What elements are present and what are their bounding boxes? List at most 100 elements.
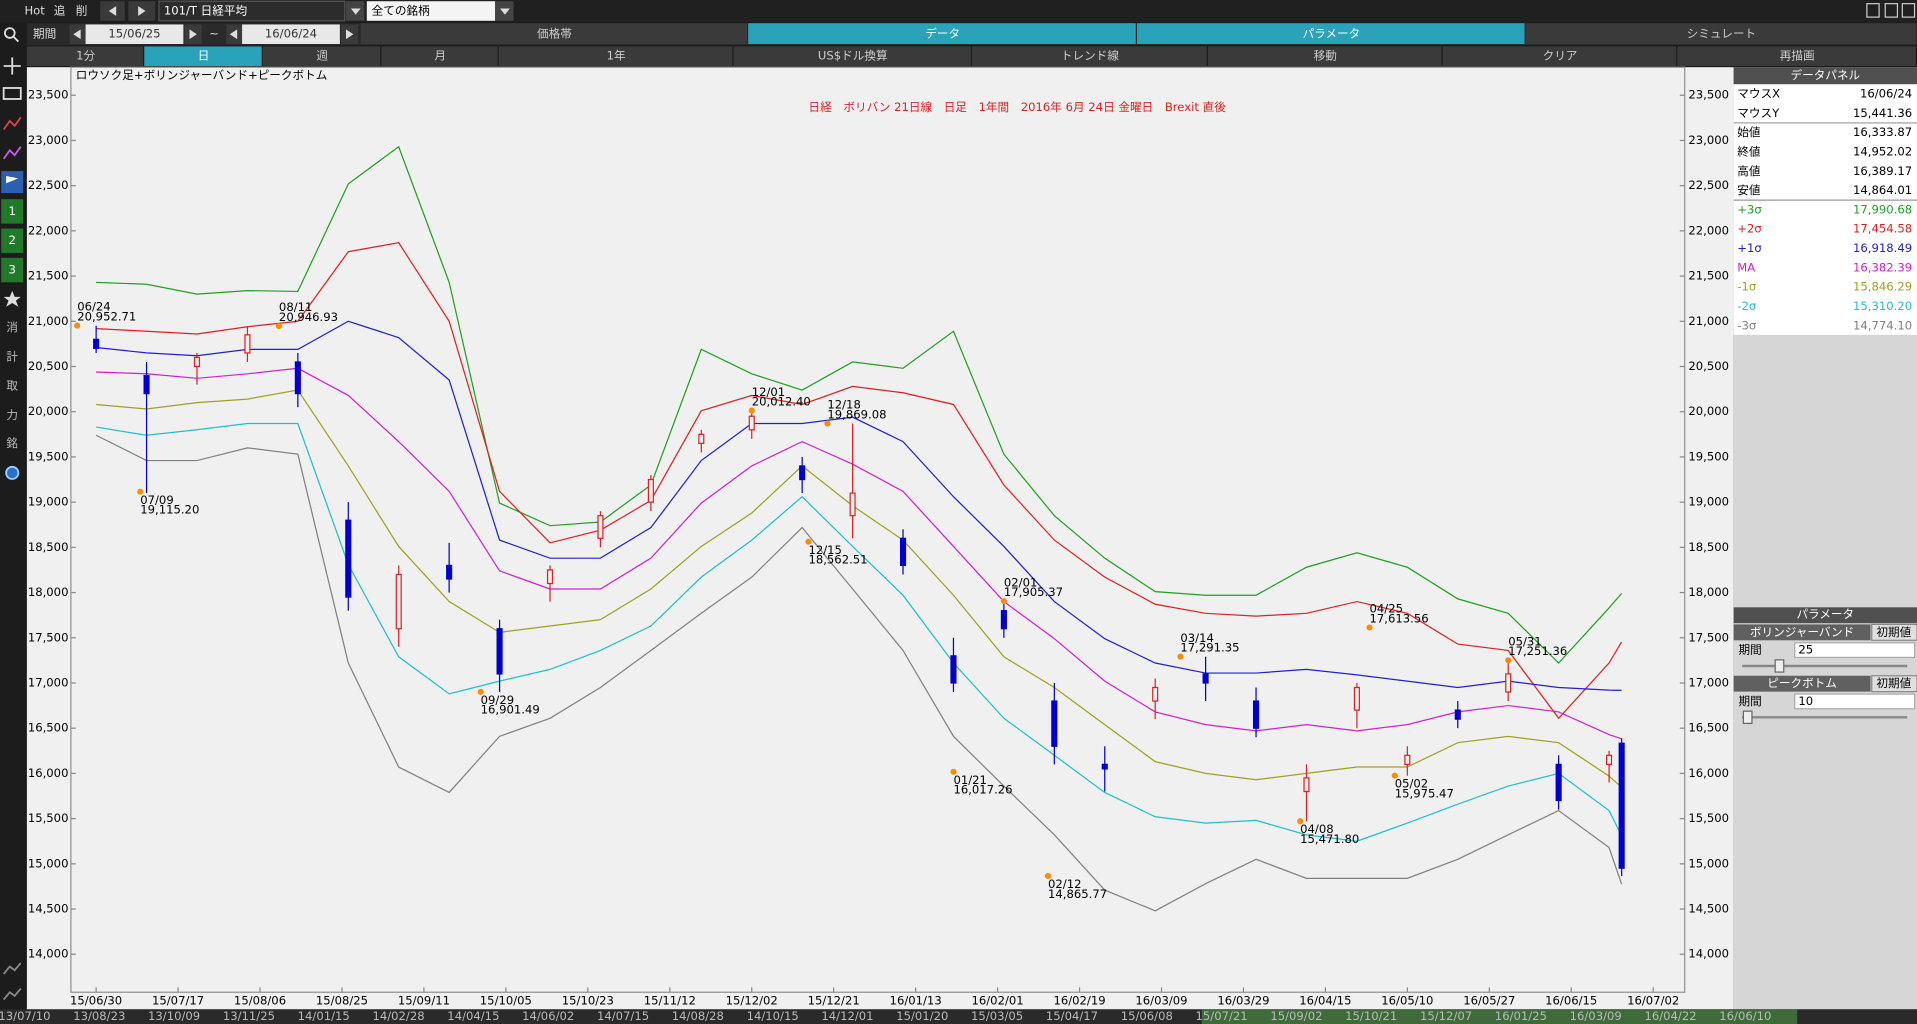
x-tick-label: 15/06/30: [70, 993, 122, 1007]
bottom-icon[interactable]: [2, 962, 22, 975]
from-field[interactable]: [85, 24, 184, 44]
peak-marker: [1391, 772, 1398, 779]
chart-subtitle: ロウソク足+ボリンジャーバンド+ピークボトム: [76, 68, 328, 82]
param-section-header: [1733, 624, 1871, 641]
x-tick-label: 15/08/06: [234, 993, 286, 1007]
candle-body: [193, 356, 201, 368]
chart-icon-2[interactable]: [2, 146, 22, 160]
tab[interactable]: [360, 23, 747, 44]
y-tick-label: 14,500: [28, 902, 69, 916]
delete-button[interactable]: 削: [76, 3, 88, 17]
symbol-field[interactable]: [158, 0, 346, 22]
range-button[interactable]: [144, 46, 262, 66]
peak-value: 17,251.36: [1508, 644, 1567, 658]
sidebar-item[interactable]: 取: [6, 379, 18, 393]
sidebar-number-bg[interactable]: [1, 199, 24, 224]
param-input[interactable]: [1794, 642, 1916, 659]
tab-label: 価格帯: [537, 27, 572, 41]
x-tick-label: 16/03/09: [1135, 993, 1187, 1007]
arrow: [73, 29, 81, 40]
param-reset[interactable]: [1871, 623, 1917, 641]
band-line: [95, 422, 1623, 842]
x-tick-label: 15/10/05: [480, 993, 532, 1007]
peak-date: 02/01: [1004, 575, 1037, 589]
camera-icon[interactable]: [2, 87, 22, 100]
param-section-name: ピークボトム: [1767, 676, 1837, 690]
band-value: 15,846.29: [1853, 280, 1912, 294]
peak-value: 18,562.51: [808, 553, 867, 567]
range-button[interactable]: [971, 46, 1207, 66]
param-input[interactable]: [1794, 693, 1916, 710]
candle-body: [748, 415, 755, 431]
y-tick-label-right: 21,000: [1688, 314, 1729, 328]
range-label: 1分: [76, 49, 95, 63]
peak-date: 07/09: [140, 493, 173, 507]
timeline-label: 15/12/07: [1420, 1009, 1472, 1023]
search-icon[interactable]: [3, 27, 16, 39]
sidebar-number-bg[interactable]: [1, 228, 24, 253]
sidebar-item[interactable]: 2: [9, 233, 16, 247]
bottom-icon-2[interactable]: [2, 987, 22, 1001]
range-button[interactable]: [381, 46, 498, 66]
timeline-label: 15/10/21: [1345, 1009, 1397, 1023]
tab[interactable]: [1525, 23, 1916, 44]
candle-body: [1000, 610, 1007, 630]
sidebar-item[interactable]: 計: [6, 349, 18, 363]
param-reset-label: 初期値: [1876, 625, 1911, 639]
peak-marker: [1000, 598, 1007, 605]
tab[interactable]: [1136, 23, 1525, 44]
peak-value: 20,952.71: [77, 310, 136, 324]
chart-icon[interactable]: [2, 116, 22, 131]
filter-field[interactable]: [366, 1, 496, 21]
sidebar-item[interactable]: 銘: [6, 436, 18, 450]
range-button[interactable]: [1207, 46, 1442, 66]
dropdown-arrow: [500, 8, 510, 15]
candle-body: [1454, 709, 1461, 720]
param-slider-thumb[interactable]: [1742, 710, 1753, 725]
sidebar-item[interactable]: 消: [6, 320, 18, 334]
sidebar-item[interactable]: 3: [9, 263, 16, 277]
range-button[interactable]: [1677, 46, 1916, 66]
range-button[interactable]: [1442, 46, 1677, 66]
flag-icon[interactable]: [1, 171, 24, 194]
range-button[interactable]: [498, 46, 733, 66]
peak-date: 02/12: [1048, 877, 1081, 891]
window-button[interactable]: [1884, 3, 1899, 18]
param-slider-thumb[interactable]: [1774, 659, 1785, 673]
window-button[interactable]: [1901, 3, 1916, 18]
peak-date: 01/21: [953, 773, 986, 787]
sidebar-number-bg[interactable]: [1, 257, 24, 283]
gear-icon[interactable]: [5, 465, 20, 480]
range-button[interactable]: [733, 46, 971, 66]
to-field[interactable]: [242, 24, 340, 44]
timeline-label: 15/04/17: [1046, 1009, 1098, 1023]
range-button[interactable]: [26, 46, 144, 66]
tab-label: パラメータ: [1303, 27, 1361, 41]
timeline-label: 14/04/15: [447, 1009, 499, 1023]
timeline-label: 15/03/05: [971, 1009, 1023, 1023]
timeline-label: 15/06/08: [1121, 1009, 1173, 1023]
x-tick-label: 16/03/29: [1217, 993, 1269, 1007]
x-tick-label: 16/06/15: [1545, 993, 1597, 1007]
add-button[interactable]: 追: [54, 3, 66, 17]
y-tick-label-right: 23,000: [1688, 133, 1729, 147]
range-button[interactable]: [262, 46, 381, 66]
param-reset[interactable]: [1871, 675, 1917, 693]
window-button[interactable]: [1866, 3, 1880, 18]
range-label: US$ドル換算: [818, 49, 888, 63]
to-date: 16/06/24: [265, 27, 317, 41]
timeline-window[interactable]: [1201, 1009, 1798, 1024]
peak-value: 15,471.80: [1300, 832, 1359, 846]
tab[interactable]: [748, 23, 1136, 44]
sidebar-item[interactable]: 1: [9, 204, 16, 218]
star-icon[interactable]: [3, 290, 21, 307]
candle-body: [143, 374, 150, 395]
band-line: [95, 434, 1623, 912]
y-tick-label-right: 16,500: [1688, 721, 1729, 735]
sidebar-item[interactable]: 力: [6, 408, 18, 422]
y-tick-label-right: 22,500: [1688, 178, 1729, 192]
hot-button[interactable]: Hot: [24, 3, 45, 17]
y-tick-label-right: 19,500: [1688, 449, 1729, 463]
y-tick-label-right: 14,500: [1688, 902, 1729, 916]
